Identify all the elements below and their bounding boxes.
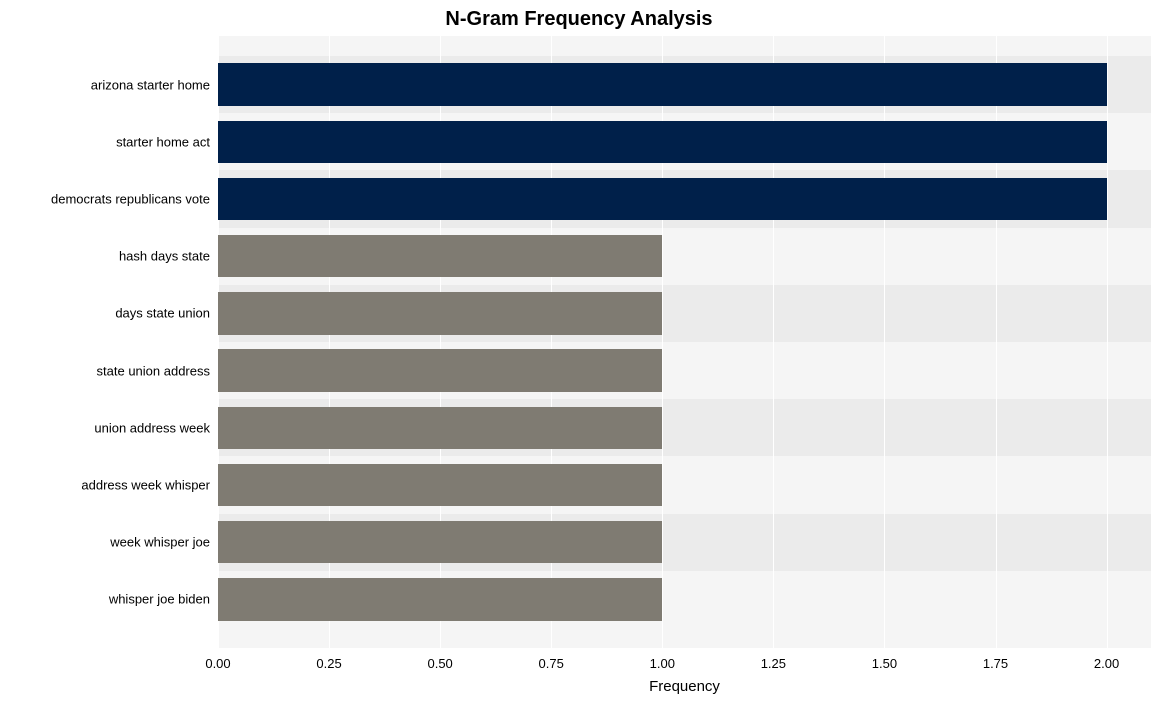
- x-tick-label: 1.25: [761, 648, 786, 671]
- x-tick-label: 0.25: [316, 648, 341, 671]
- y-tick-label: hash days state: [119, 249, 218, 264]
- y-tick-label: week whisper joe: [110, 535, 218, 550]
- bar: [218, 464, 662, 506]
- y-tick-label: starter home act: [116, 134, 218, 149]
- y-tick-label: address week whisper: [81, 477, 218, 492]
- bar: [218, 292, 662, 334]
- x-tick-label: 0.50: [427, 648, 452, 671]
- bar: [218, 578, 662, 620]
- bar: [218, 349, 662, 391]
- plot-area: Frequency arizona starter homestarter ho…: [218, 36, 1151, 648]
- x-tick-label: 2.00: [1094, 648, 1119, 671]
- chart-container: N-Gram Frequency Analysis Frequency ariz…: [0, 0, 1158, 701]
- bar: [218, 178, 1107, 220]
- bar: [218, 63, 1107, 105]
- y-tick-label: days state union: [115, 306, 218, 321]
- x-tick-label: 1.75: [983, 648, 1008, 671]
- y-tick-label: arizona starter home: [91, 77, 218, 92]
- x-tick-label: 0.75: [539, 648, 564, 671]
- bar: [218, 235, 662, 277]
- x-tick-label: 0.00: [205, 648, 230, 671]
- x-tick-label: 1.00: [650, 648, 675, 671]
- x-tick-label: 1.50: [872, 648, 897, 671]
- y-tick-label: union address week: [94, 420, 218, 435]
- y-tick-label: whisper joe biden: [109, 592, 218, 607]
- grid-line: [1107, 36, 1108, 648]
- bar: [218, 407, 662, 449]
- y-tick-label: state union address: [97, 363, 218, 378]
- bar: [218, 521, 662, 563]
- bar: [218, 121, 1107, 163]
- y-tick-label: democrats republicans vote: [51, 192, 218, 207]
- chart-title: N-Gram Frequency Analysis: [0, 8, 1158, 31]
